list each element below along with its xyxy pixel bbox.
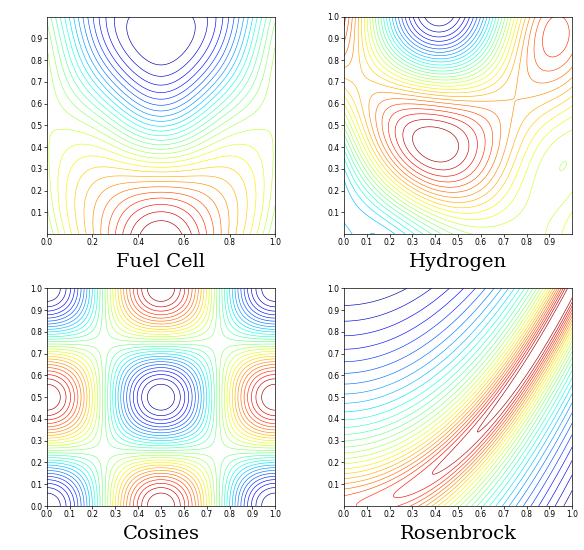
X-axis label: Cosines: Cosines: [123, 525, 200, 543]
X-axis label: Fuel Cell: Fuel Cell: [116, 253, 206, 271]
X-axis label: Hydrogen: Hydrogen: [409, 253, 507, 271]
X-axis label: Rosenbrock: Rosenbrock: [399, 525, 517, 543]
